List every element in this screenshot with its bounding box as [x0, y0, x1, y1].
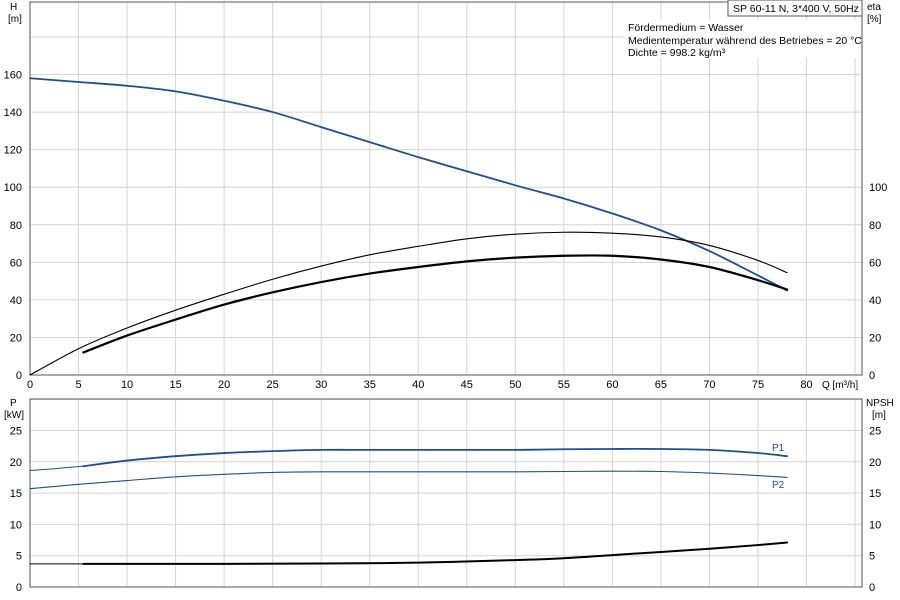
x-tick-label-0: 0	[27, 379, 33, 391]
bottom-left-tick-label-25: 25	[10, 426, 22, 438]
temperature-note: Medientemperatur während des Betriebes =…	[628, 35, 862, 47]
bottom-left-axis-unit: [kW]	[4, 410, 24, 421]
h-curve	[29, 77, 788, 292]
top-right-tick-label-20: 20	[869, 332, 881, 344]
x-tick-label-80: 80	[800, 379, 812, 391]
pump-model-badge: SP 60-11 N, 3*400 V, 50Hz	[733, 3, 859, 15]
x-tick-label-45: 45	[461, 379, 473, 391]
bottom-right-tick-label-25: 25	[869, 426, 881, 438]
x-tick-label-60: 60	[606, 379, 618, 391]
bottom-chart-ticks: 0 5 10 15 20 25 0 5 10 15 20 25	[10, 426, 882, 595]
top-right-tick-label-0: 0	[869, 370, 875, 382]
badge-box	[727, 0, 863, 17]
x-tick-label-70: 70	[703, 379, 715, 391]
top-left-axis-name: H	[10, 2, 17, 13]
top-left-tick-label-100: 100	[4, 182, 22, 194]
top-right-tick-label-80: 80	[869, 220, 881, 232]
x-tick-label-10: 10	[121, 379, 133, 391]
top-chart-grid	[30, 2, 862, 375]
npsh-curve	[82, 541, 789, 565]
medium-note: Fördermedium = Wasser	[628, 22, 744, 34]
bottom-left-tick-label-20: 20	[10, 457, 22, 469]
x-tick-label-35: 35	[364, 379, 376, 391]
p2-series-label: P2	[772, 480, 785, 491]
eta-total-curve	[82, 254, 789, 354]
top-right-axis-name: eta	[867, 2, 881, 13]
p1-curve	[82, 447, 788, 468]
bottom-left-tick-label-10: 10	[10, 519, 22, 531]
top-left-tick-label-140: 140	[4, 107, 22, 119]
bottom-right-tick-label-0: 0	[869, 582, 875, 594]
head-efficiency-chart: 0 5 10 15 20 25 30 35 40 45 50 55 60 65 70 75 80 0 20 40 60 8…	[4, 0, 888, 392]
bottom-left-tick-label-0: 0	[16, 582, 22, 594]
top-right-tick-label-60: 60	[869, 257, 881, 269]
top-left-tick-label-160: 160	[4, 70, 22, 82]
density-note: Dichte = 998.2 kg/m³	[628, 47, 726, 59]
top-right-tick-label-40: 40	[869, 295, 881, 307]
bottom-right-tick-label-10: 10	[869, 519, 881, 531]
top-chart-ticks: 0 5 10 15 20 25 30 35 40 45 50 55 60 65 70 75 80 0 20 40 60 8…	[4, 70, 888, 392]
x-tick-label-55: 55	[558, 379, 570, 391]
x-tick-label-65: 65	[655, 379, 667, 391]
p1-series-label: P1	[772, 443, 785, 454]
x-tick-label-30: 30	[315, 379, 327, 391]
top-chart-series	[29, 77, 789, 376]
top-right-tick-label-100: 100	[869, 182, 887, 194]
p1-ext-curve	[29, 465, 84, 472]
x-tick-label-50: 50	[509, 379, 521, 391]
bottom-right-axis-unit: [m]	[872, 410, 886, 421]
bottom-chart-frame	[29, 398, 863, 588]
bottom-right-axis-name: NPSH	[866, 398, 894, 409]
bottom-right-tick-label-5: 5	[869, 551, 875, 563]
notes-background	[624, 20, 860, 58]
bottom-right-tick-label-15: 15	[869, 488, 881, 500]
bottom-left-axis-name: P	[10, 398, 17, 409]
x-tick-label-5: 5	[75, 379, 81, 391]
top-left-axis-unit: [m]	[8, 14, 22, 25]
top-left-tick-label-0: 0	[16, 370, 22, 382]
x-tick-label-25: 25	[267, 379, 279, 391]
top-left-tick-label-40: 40	[10, 295, 22, 307]
top-left-tick-label-60: 60	[10, 257, 22, 269]
x-tick-label-75: 75	[752, 379, 764, 391]
x-axis-label: Q [m³/h]	[822, 380, 858, 391]
bottom-left-tick-label-5: 5	[16, 551, 22, 563]
top-left-tick-label-80: 80	[10, 220, 22, 232]
x-tick-label-15: 15	[169, 379, 181, 391]
p2-curve	[29, 470, 788, 490]
eta-pump-curve	[29, 231, 788, 376]
bottom-chart-series	[29, 447, 789, 565]
x-tick-label-20: 20	[218, 379, 230, 391]
bottom-chart-grid	[30, 398, 862, 587]
x-tick-label-40: 40	[412, 379, 424, 391]
bottom-right-tick-label-20: 20	[869, 457, 881, 469]
top-left-tick-label-120: 120	[4, 145, 22, 157]
top-chart-frame	[29, 1, 863, 376]
bottom-left-tick-label-15: 15	[10, 488, 22, 500]
top-left-tick-label-20: 20	[10, 332, 22, 344]
top-right-axis-unit: [%]	[867, 14, 882, 25]
